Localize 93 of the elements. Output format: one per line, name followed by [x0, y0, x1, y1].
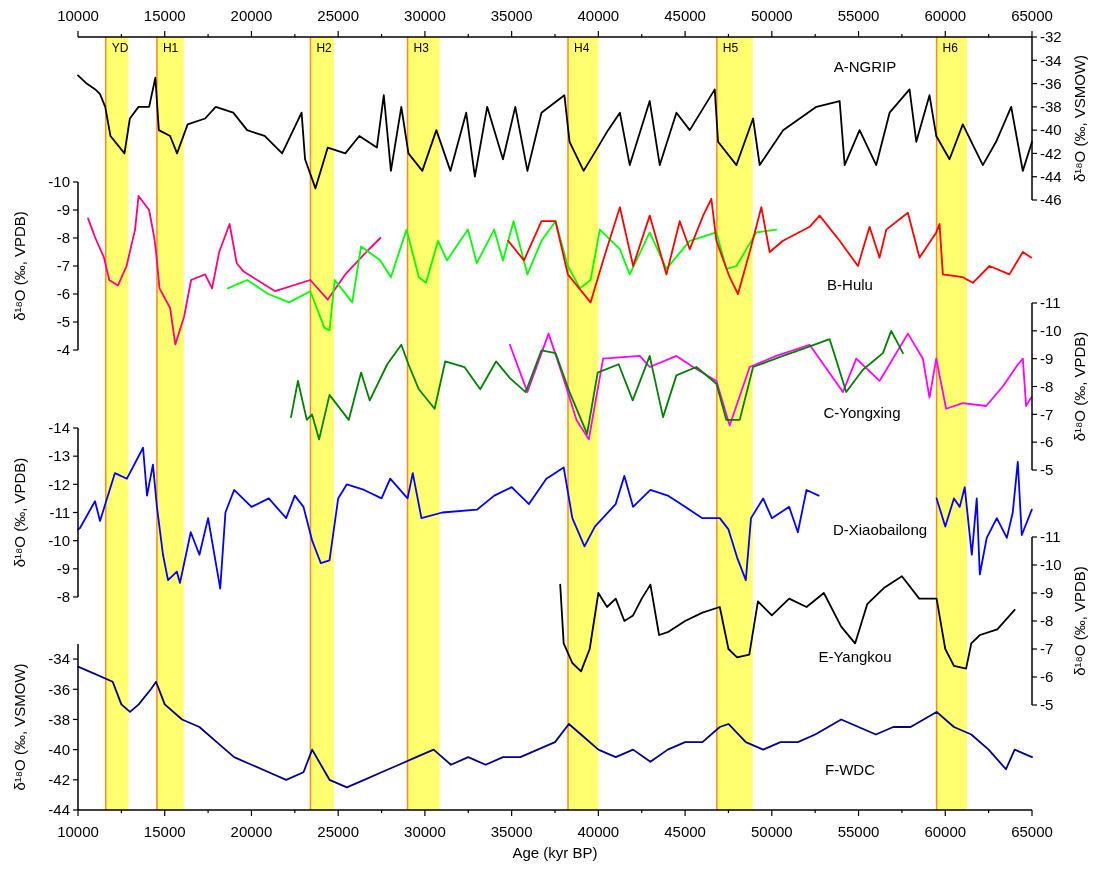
line-series [507, 197, 1033, 304]
band-label: H6 [942, 41, 959, 55]
x-tick-label: 50000 [750, 822, 793, 840]
annotation: F-WDC [825, 761, 876, 778]
y-tick-label: -7 [56, 257, 70, 275]
y-tick-label: -12 [48, 475, 70, 493]
x-tick-label: 35000 [490, 822, 533, 840]
y-tick-label: -10 [48, 173, 70, 191]
y-tick-label: -10 [1040, 556, 1062, 574]
x-tick-label: 50000 [750, 7, 793, 24]
x-tick-label: 25000 [317, 7, 360, 24]
y-tick-label: -46 [1040, 191, 1062, 209]
line-series [77, 665, 1033, 789]
y-tick-label: -5 [1040, 461, 1054, 479]
x-tick-label: 20000 [230, 822, 273, 840]
y-tick-label: -7 [1040, 405, 1054, 423]
y-axis-title: δ¹⁸O (‰, VSMOW) [11, 663, 29, 791]
y-tick-label: -38 [48, 710, 70, 728]
annotation: C-Yongxing [823, 404, 901, 421]
y-axis-title: δ¹⁸O (‰, VPDB) [11, 457, 29, 568]
x-tick-label: 15000 [143, 7, 186, 24]
annotation: B-Hulu [827, 276, 873, 293]
y-tick-label: -9 [1040, 584, 1054, 602]
annotation: A-NGRIP [833, 58, 897, 75]
x-tick-label: 55000 [837, 7, 880, 24]
y-tick-label: -38 [1040, 98, 1062, 116]
band-label: H5 [722, 41, 739, 55]
y-tick-label: -7 [1040, 640, 1054, 658]
y-axis-title: δ¹⁸O (‰, VPDB) [1071, 566, 1089, 676]
y-axis-title: δ¹⁸O (‰, VSMOW) [1071, 54, 1089, 183]
x-tick-label: 60000 [924, 7, 967, 24]
y-tick-label: -4 [56, 341, 70, 359]
annotation: D-Xiaobailong [832, 521, 928, 538]
y-tick-label: -11 [1040, 528, 1061, 546]
x-tick-label: 30000 [404, 822, 446, 840]
band-label: H3 [413, 41, 430, 55]
x-tick-label: 40000 [577, 7, 620, 24]
y-axis-title: δ¹⁸O (‰, VPDB) [1071, 331, 1089, 442]
x-tick-label: 60000 [924, 822, 967, 840]
y-tick-label: -14 [48, 419, 70, 437]
y-tick-label: -9 [56, 560, 70, 578]
y-tick-label: -10 [1040, 322, 1062, 340]
y-tick-label: -9 [1040, 349, 1054, 367]
annotation: E-Yangkou [818, 648, 892, 665]
x-tick-label: 10000 [57, 822, 99, 840]
y-tick-label: -6 [56, 285, 70, 303]
y-tick-label: -6 [1040, 433, 1054, 451]
y-tick-label: -8 [1040, 612, 1054, 630]
band-label: H4 [574, 41, 590, 55]
x-tick-label: 40000 [577, 822, 620, 840]
y-tick-label: -9 [56, 201, 70, 219]
y-tick-label: -40 [1040, 121, 1062, 139]
x-tick-label: 45000 [664, 822, 706, 840]
y-tick-label: -10 [48, 531, 70, 549]
x-tick-label: 30000 [404, 7, 446, 24]
x-tick-label: 10000 [57, 7, 99, 24]
line-series [226, 220, 778, 332]
x-axis-title: Age (kyr BP) [512, 844, 598, 861]
line-series [87, 195, 382, 346]
y-tick-label: -34 [1040, 51, 1062, 69]
y-axis-title: δ¹⁸O (‰, VPDB) [11, 211, 29, 321]
y-tick-label: -6 [1040, 668, 1054, 686]
y-tick-label: -8 [56, 229, 70, 247]
x-tick-label: 65000 [1011, 7, 1053, 24]
y-tick-label: -40 [48, 740, 70, 758]
y-tick-label: -36 [48, 680, 70, 698]
band-label: YD [111, 41, 129, 55]
y-tick-label: -44 [48, 801, 70, 819]
y-tick-label: -13 [48, 447, 70, 465]
x-tick-label: 25000 [317, 822, 360, 840]
y-tick-label: -34 [48, 650, 70, 668]
x-tick-label: 55000 [837, 822, 880, 840]
x-tick-label: 20000 [230, 7, 273, 24]
y-tick-label: -32 [1040, 28, 1062, 46]
y-tick-label: -11 [49, 503, 70, 521]
y-tick-label: -5 [56, 313, 70, 331]
line-series [559, 575, 1016, 673]
band-label: H2 [316, 41, 333, 55]
line-series [290, 329, 904, 441]
x-tick-label: 35000 [490, 7, 533, 24]
y-tick-label: -11 [1040, 294, 1061, 312]
y-tick-label: -8 [1040, 377, 1054, 395]
x-tick-label: 65000 [1011, 822, 1053, 840]
y-tick-label: -5 [1040, 696, 1054, 714]
x-tick-label: 45000 [664, 7, 706, 24]
y-tick-label: -42 [48, 771, 70, 789]
y-tick-label: -42 [1040, 144, 1062, 162]
y-tick-label: -36 [1040, 74, 1062, 92]
y-tick-label: -8 [56, 588, 70, 606]
x-tick-label: 15000 [143, 822, 186, 840]
line-series [509, 332, 1033, 441]
band-label: H1 [162, 41, 179, 55]
y-tick-label: -44 [1040, 167, 1062, 185]
